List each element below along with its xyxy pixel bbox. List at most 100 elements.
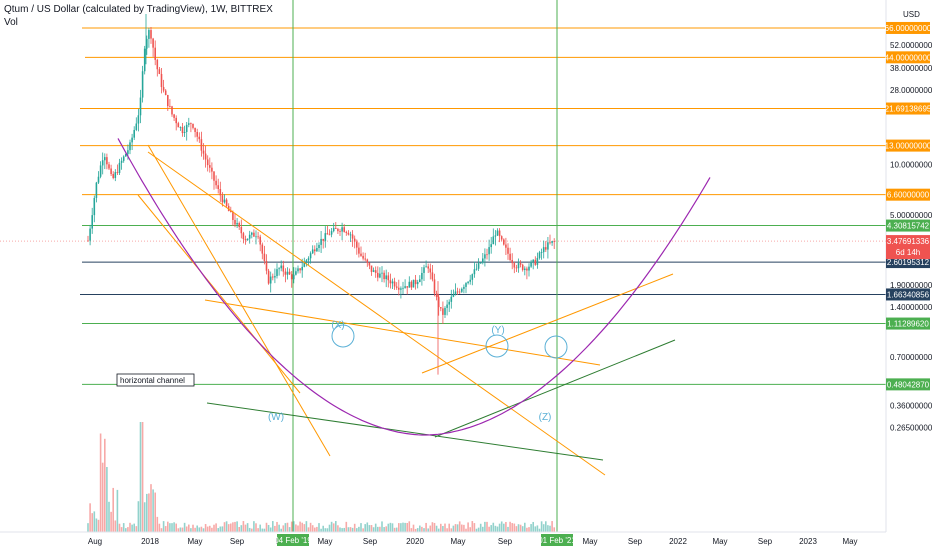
volume-bar xyxy=(467,522,469,532)
volume-bar xyxy=(162,521,165,532)
candle-body xyxy=(484,254,486,259)
candle-body xyxy=(431,272,434,280)
candle-body xyxy=(290,274,293,280)
candle-body xyxy=(482,258,484,263)
resistance-trendline[interactable] xyxy=(204,299,601,366)
wave-circle[interactable] xyxy=(331,324,355,348)
candle-body xyxy=(311,249,314,254)
volume-bar xyxy=(320,528,322,532)
volume-bar xyxy=(389,522,392,532)
volume-bar xyxy=(542,524,545,532)
candle-body xyxy=(337,228,339,232)
support-trendline[interactable] xyxy=(206,402,604,461)
volume-bar xyxy=(463,524,465,532)
descending-trendline-a[interactable] xyxy=(147,144,331,457)
candle-body xyxy=(486,254,488,256)
candle-body xyxy=(521,264,524,271)
volume-bar xyxy=(404,522,406,532)
volume-bar xyxy=(311,525,314,532)
wave-circle[interactable] xyxy=(485,334,509,358)
candle-body xyxy=(416,282,419,285)
candle-body xyxy=(211,167,213,172)
volume-bar xyxy=(423,528,425,532)
volume-bar xyxy=(194,527,196,532)
volume-bar xyxy=(221,526,224,532)
volume-bar xyxy=(97,519,100,532)
volume-bar xyxy=(120,527,123,532)
candle-body xyxy=(440,307,442,309)
candle-body xyxy=(133,129,135,138)
volume-bar xyxy=(290,521,293,532)
candle-body xyxy=(171,106,173,115)
volume-bar xyxy=(263,528,266,532)
candle-body xyxy=(93,197,96,216)
time-tick-label: Sep xyxy=(363,537,378,546)
volume-bar xyxy=(503,523,505,532)
volume-bar xyxy=(458,521,461,532)
candle-body xyxy=(494,235,497,237)
volume-bar xyxy=(301,522,303,532)
volume-bar xyxy=(139,422,142,532)
volume-bar xyxy=(496,526,499,532)
candle-body xyxy=(442,308,444,315)
candle-body xyxy=(104,157,106,161)
candle-body xyxy=(458,291,461,293)
volume-bar xyxy=(129,522,131,532)
volume-bar xyxy=(494,525,497,532)
volume-bar xyxy=(167,521,169,532)
candle-body xyxy=(169,106,171,107)
candle-body xyxy=(328,234,331,236)
parabolic-curve[interactable] xyxy=(117,138,711,436)
time-tick-label: 2018 xyxy=(141,537,159,546)
volume-bar xyxy=(148,493,150,532)
candle-body xyxy=(540,252,543,253)
volume-bar xyxy=(549,525,551,532)
candle-body xyxy=(89,228,91,241)
volume-bar xyxy=(360,523,362,532)
candle-body xyxy=(303,262,306,267)
volume-bar xyxy=(509,521,511,532)
volume-bar xyxy=(240,525,243,532)
volume-bar xyxy=(370,525,373,532)
volume-bar xyxy=(143,502,146,532)
volume-bar xyxy=(251,528,253,532)
date-marker-tag-text: 01 Feb '21 xyxy=(538,536,576,545)
volume-bar xyxy=(259,524,261,532)
time-tick-label: May xyxy=(187,537,202,546)
candle-body xyxy=(374,270,377,273)
candle-body xyxy=(183,131,186,134)
volume-bar xyxy=(219,526,222,532)
candle-body xyxy=(314,249,316,252)
ascending-trendline[interactable] xyxy=(421,273,674,374)
volume-bar xyxy=(244,524,247,532)
volume-bar xyxy=(343,527,345,532)
candle-body xyxy=(240,226,243,234)
descending-trendline-b[interactable] xyxy=(147,151,606,476)
candle-body xyxy=(125,153,127,157)
volume-bar xyxy=(314,527,316,532)
volume-bar xyxy=(309,522,312,532)
volume-bar xyxy=(511,523,513,532)
candle-body xyxy=(488,247,490,255)
wedge-trendline[interactable] xyxy=(137,194,301,394)
volume-bar xyxy=(282,525,285,532)
candle-body xyxy=(545,247,547,250)
channel-label-box[interactable] xyxy=(116,373,195,387)
volume-bar xyxy=(104,438,106,532)
rising-support-trendline[interactable] xyxy=(434,339,676,438)
time-tick-label: 2020 xyxy=(406,537,424,546)
candle-body xyxy=(452,294,455,297)
volume-bar xyxy=(490,525,492,532)
volume-bar xyxy=(452,525,455,532)
price-tick-label: 1.90000000 xyxy=(890,281,932,290)
volume-bar xyxy=(169,523,171,532)
volume-bar xyxy=(402,522,404,532)
candle-body xyxy=(236,223,238,225)
candle-body xyxy=(301,266,303,271)
volume-bar xyxy=(433,522,436,532)
candle-body xyxy=(282,265,285,272)
wave-circle[interactable] xyxy=(544,335,568,359)
price-level-tag-text: 6.60000000 xyxy=(887,191,930,200)
